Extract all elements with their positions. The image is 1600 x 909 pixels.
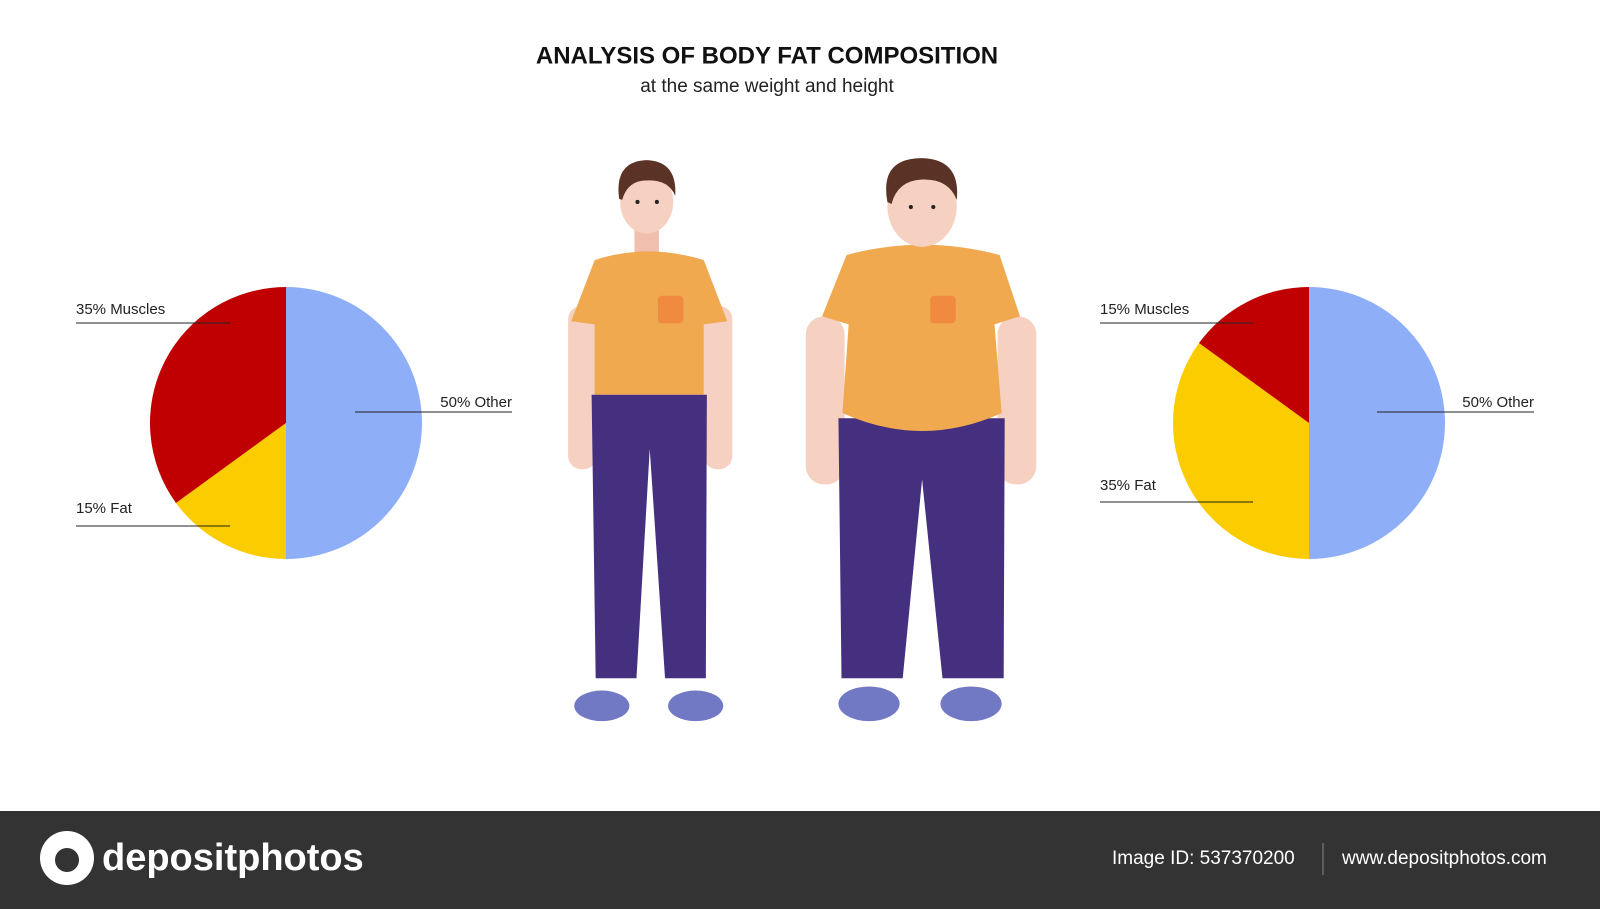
pie-slice <box>1198 287 1309 423</box>
image-id: Image ID: 537370200 <box>1112 848 1295 869</box>
heavy-figure <box>805 158 1037 722</box>
figures <box>568 158 1037 722</box>
pie-slice <box>286 287 422 559</box>
brand: depositphotos <box>102 837 364 879</box>
pie-slice <box>1172 343 1309 559</box>
subtitle: at the same weight and height <box>640 76 894 97</box>
slice-label: 50% Other <box>440 394 512 411</box>
title: ANALYSIS OF BODY FAT COMPOSITION <box>536 42 998 69</box>
pie-slice <box>149 287 286 503</box>
slim-figure <box>568 160 733 722</box>
footer-bar <box>0 811 1600 909</box>
logo <box>55 848 79 872</box>
slice-label: 35% Fat <box>1100 477 1157 494</box>
slice-label: 15% Muscles <box>1100 301 1189 318</box>
slice-label: 15% Fat <box>76 500 133 517</box>
url: www.depositphotos.com <box>1341 848 1547 869</box>
pie-slice <box>1309 287 1445 559</box>
slice-label: 50% Other <box>1462 394 1534 411</box>
pie-slice <box>175 423 286 559</box>
slice-label: 35% Muscles <box>76 301 165 318</box>
